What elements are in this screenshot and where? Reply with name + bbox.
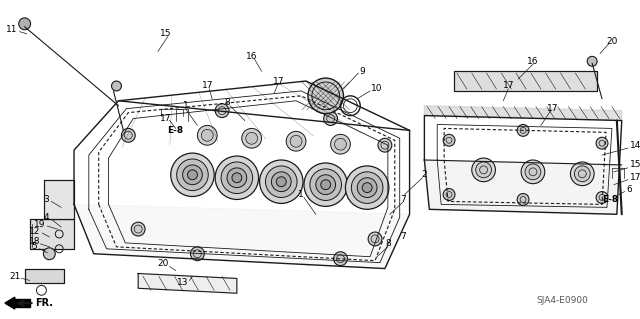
Text: 10: 10 [371, 85, 383, 93]
Circle shape [335, 138, 346, 150]
Circle shape [227, 168, 247, 188]
Circle shape [368, 232, 382, 246]
FancyBboxPatch shape [44, 180, 74, 219]
Text: 6: 6 [627, 185, 632, 194]
Text: 8: 8 [224, 98, 230, 107]
Circle shape [215, 156, 259, 199]
Circle shape [191, 247, 204, 261]
Circle shape [310, 169, 342, 200]
Circle shape [596, 137, 608, 149]
Circle shape [131, 222, 145, 236]
Circle shape [290, 135, 302, 147]
Circle shape [378, 138, 392, 152]
Circle shape [266, 166, 297, 197]
FancyBboxPatch shape [25, 269, 64, 283]
Circle shape [574, 166, 590, 182]
Circle shape [232, 173, 242, 183]
Circle shape [362, 183, 372, 193]
Text: 9: 9 [359, 67, 365, 76]
Text: SJA4-E0900: SJA4-E0900 [536, 296, 589, 305]
Text: 17: 17 [273, 77, 284, 85]
Text: 17: 17 [630, 173, 640, 182]
Text: 11: 11 [6, 25, 17, 34]
Text: 18: 18 [29, 237, 40, 246]
Circle shape [221, 162, 253, 194]
Text: 3: 3 [44, 195, 49, 204]
Text: 14: 14 [630, 141, 640, 150]
Circle shape [177, 159, 208, 190]
Polygon shape [138, 273, 237, 293]
FancyBboxPatch shape [29, 219, 74, 249]
Circle shape [517, 124, 529, 136]
Text: 2: 2 [422, 170, 427, 179]
Text: FR.: FR. [35, 298, 53, 308]
Text: 7: 7 [400, 233, 406, 241]
Text: 13: 13 [177, 278, 188, 287]
Text: E-8: E-8 [602, 195, 618, 204]
Circle shape [357, 178, 377, 197]
Circle shape [308, 78, 344, 114]
Text: 20: 20 [157, 259, 168, 268]
Circle shape [321, 180, 331, 189]
Text: 21: 21 [9, 272, 20, 281]
Circle shape [19, 18, 31, 30]
Polygon shape [424, 106, 622, 121]
Text: 15: 15 [160, 29, 172, 38]
Text: 16: 16 [527, 57, 539, 66]
Text: 7: 7 [400, 195, 406, 204]
Circle shape [276, 177, 286, 187]
Text: 20: 20 [606, 37, 618, 46]
Circle shape [443, 134, 455, 146]
Circle shape [346, 166, 389, 209]
Circle shape [324, 112, 337, 125]
Circle shape [304, 163, 348, 206]
Circle shape [271, 172, 291, 192]
Circle shape [44, 248, 55, 260]
Polygon shape [74, 204, 410, 269]
Text: 17: 17 [202, 81, 213, 91]
Polygon shape [424, 160, 622, 214]
Circle shape [215, 104, 229, 118]
Text: 8: 8 [385, 239, 391, 249]
Circle shape [331, 134, 350, 154]
Text: 5: 5 [31, 242, 37, 251]
Circle shape [521, 160, 545, 184]
Circle shape [171, 153, 214, 197]
Circle shape [588, 56, 597, 66]
Text: 1: 1 [298, 190, 304, 199]
Circle shape [202, 130, 213, 141]
Text: 19: 19 [34, 220, 45, 229]
Circle shape [570, 162, 594, 186]
Circle shape [260, 160, 303, 204]
Text: 12: 12 [29, 226, 40, 235]
Circle shape [351, 172, 383, 204]
Text: 17: 17 [160, 114, 172, 123]
Text: 16: 16 [246, 52, 257, 61]
Circle shape [188, 170, 197, 180]
Circle shape [517, 194, 529, 205]
Text: 17: 17 [547, 104, 559, 113]
Text: 4: 4 [44, 213, 49, 222]
Polygon shape [15, 299, 29, 307]
Circle shape [472, 158, 495, 182]
Circle shape [333, 252, 348, 266]
Circle shape [443, 189, 455, 200]
Circle shape [122, 129, 135, 142]
Circle shape [525, 164, 541, 180]
Text: 17: 17 [502, 81, 514, 91]
Text: 1: 1 [182, 101, 188, 110]
Circle shape [316, 175, 335, 195]
Circle shape [596, 192, 608, 204]
Circle shape [197, 125, 217, 145]
Circle shape [286, 131, 306, 151]
Polygon shape [5, 297, 15, 309]
Text: 15: 15 [630, 160, 640, 169]
Circle shape [246, 132, 257, 144]
Circle shape [182, 165, 202, 185]
Circle shape [476, 162, 492, 178]
FancyBboxPatch shape [454, 71, 597, 91]
Circle shape [242, 129, 262, 148]
Text: E-8: E-8 [168, 126, 184, 135]
Circle shape [111, 81, 122, 91]
